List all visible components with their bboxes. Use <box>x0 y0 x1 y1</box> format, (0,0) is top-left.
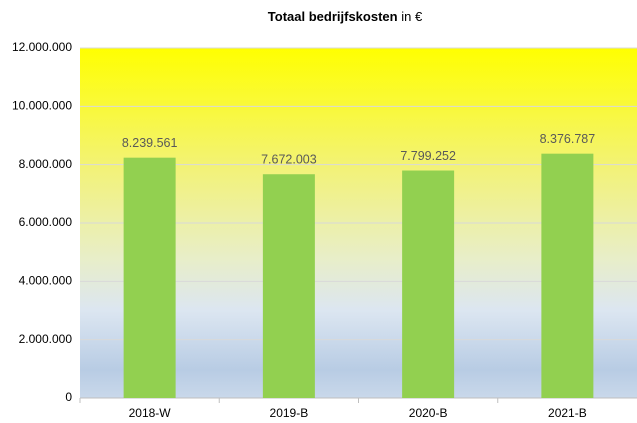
title-main: Totaal bedrijfskosten <box>268 9 398 24</box>
y-tick-label: 10.000.000 <box>12 99 72 113</box>
y-tick-label: 6.000.000 <box>19 215 73 229</box>
y-tick-label: 0 <box>65 390 72 404</box>
x-tick-label: 2021-B <box>548 406 587 420</box>
title-unit: in € <box>401 9 423 24</box>
y-tick-label: 2.000.000 <box>19 332 73 346</box>
value-label: 8.376.787 <box>540 132 596 146</box>
x-tick-label: 2018-W <box>129 406 172 420</box>
bar <box>402 170 455 398</box>
y-tick-label: 8.000.000 <box>19 157 73 171</box>
y-tick-label: 12.000.000 <box>12 40 72 54</box>
value-label: 7.799.252 <box>400 149 456 163</box>
bar <box>262 174 315 398</box>
bar <box>541 153 594 398</box>
x-tick-label: 2019-B <box>270 406 309 420</box>
value-label: 7.672.003 <box>261 153 317 167</box>
bar <box>123 157 176 398</box>
y-tick-label: 4.000.000 <box>19 274 73 288</box>
chart-title: Totaal bedrijfskosten in € <box>268 9 423 24</box>
x-tick-label: 2020-B <box>409 406 448 420</box>
value-label: 8.239.561 <box>122 136 178 150</box>
